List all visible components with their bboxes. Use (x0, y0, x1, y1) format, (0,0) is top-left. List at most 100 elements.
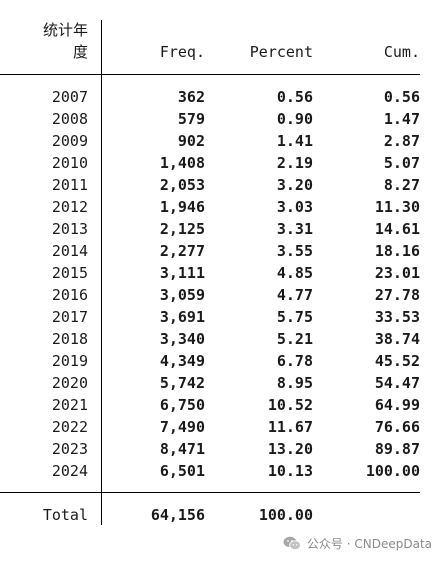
row-year: 2020 (51, 374, 88, 392)
row-percent: 1.41 (276, 132, 313, 150)
table-row: 2014 2,277 3.55 18.16 (0, 240, 444, 262)
row-freq: 6,501 (159, 462, 205, 480)
row-year: 2011 (51, 176, 88, 194)
row-freq: 4,349 (159, 352, 205, 370)
row-percent: 2.19 (276, 154, 313, 172)
row-freq: 902 (177, 132, 205, 150)
table-body: 2007 362 0.56 0.56 2008 579 0.90 1.47 2009 902 1.4… (0, 86, 444, 482)
row-cum: 8.27 (383, 176, 420, 194)
row-year: 2016 (51, 286, 88, 304)
row-cum: 38.74 (374, 330, 420, 348)
row-freq: 3,340 (159, 330, 205, 348)
row-cum: 11.30 (374, 198, 420, 216)
row-cum: 76.66 (374, 418, 420, 436)
row-cum: 0.56 (383, 88, 420, 106)
row-percent: 10.52 (267, 396, 313, 414)
table-row: 2015 3,111 4.85 23.01 (0, 262, 444, 284)
total-freq: 64,156 (150, 506, 205, 524)
total-percent: 100.00 (258, 506, 313, 524)
table-row: 2024 6,501 10.13 100.00 (0, 460, 444, 482)
table-row: 2021 6,750 10.52 64.99 (0, 394, 444, 416)
row-freq: 7,490 (159, 418, 205, 436)
row-freq: 8,471 (159, 440, 205, 458)
row-freq: 2,125 (159, 220, 205, 238)
row-percent: 3.03 (276, 198, 313, 216)
table-row: 2010 1,408 2.19 5.07 (0, 152, 444, 174)
row-cum: 45.52 (374, 352, 420, 370)
row-freq: 5,742 (159, 374, 205, 392)
row-year: 2024 (51, 462, 88, 480)
variable-label-line1: 统计年 (42, 21, 88, 39)
row-year: 2022 (51, 418, 88, 436)
row-year: 2013 (51, 220, 88, 238)
row-year: 2007 (51, 88, 88, 106)
row-cum: 89.87 (374, 440, 420, 458)
watermark: 公众号 · CNDeepData (283, 535, 432, 552)
table-row: 2023 8,471 13.20 89.87 (0, 438, 444, 460)
row-freq: 3,059 (159, 286, 205, 304)
row-percent: 3.20 (276, 176, 313, 194)
row-percent: 8.95 (276, 374, 313, 392)
row-year: 2017 (51, 308, 88, 326)
header-freq: Freq. (159, 43, 205, 61)
row-freq: 2,277 (159, 242, 205, 260)
header-cum: Cum. (383, 43, 420, 61)
row-percent: 5.75 (276, 308, 313, 326)
row-percent: 3.55 (276, 242, 313, 260)
row-year: 2023 (51, 440, 88, 458)
table-row: 2018 3,340 5.21 38.74 (0, 328, 444, 350)
table-row: 2008 579 0.90 1.47 (0, 108, 444, 130)
row-freq: 1,946 (159, 198, 205, 216)
table-row: 2013 2,125 3.31 14.61 (0, 218, 444, 240)
row-year: 2009 (51, 132, 88, 150)
total-label: Total (42, 506, 88, 524)
variable-label-line2: 度 (72, 43, 88, 61)
table-row: 2012 1,946 3.03 11.30 (0, 196, 444, 218)
header-rule (0, 74, 420, 75)
row-cum: 2.87 (383, 132, 420, 150)
row-year: 2010 (51, 154, 88, 172)
row-percent: 4.77 (276, 286, 313, 304)
row-cum: 27.78 (374, 286, 420, 304)
row-percent: 3.31 (276, 220, 313, 238)
row-year: 2021 (51, 396, 88, 414)
row-freq: 3,691 (159, 308, 205, 326)
row-freq: 6,750 (159, 396, 205, 414)
row-percent: 11.67 (267, 418, 313, 436)
row-cum: 100.00 (365, 462, 420, 480)
row-percent: 0.90 (276, 110, 313, 128)
row-cum: 64.99 (374, 396, 420, 414)
row-cum: 18.16 (374, 242, 420, 260)
table-row: 2011 2,053 3.20 8.27 (0, 174, 444, 196)
row-freq: 579 (177, 110, 205, 128)
row-cum: 54.47 (374, 374, 420, 392)
row-percent: 0.56 (276, 88, 313, 106)
row-percent: 10.13 (267, 462, 313, 480)
watermark-text: 公众号 · CNDeepData (306, 537, 432, 551)
row-cum: 14.61 (374, 220, 420, 238)
header-percent: Percent (249, 43, 313, 61)
table-row: 2007 362 0.56 0.56 (0, 86, 444, 108)
total-rule (0, 492, 420, 493)
row-freq: 1,408 (159, 154, 205, 172)
row-percent: 5.21 (276, 330, 313, 348)
row-freq: 2,053 (159, 176, 205, 194)
column-divider (101, 20, 102, 525)
row-year: 2014 (51, 242, 88, 260)
table-row: 2019 4,349 6.78 45.52 (0, 350, 444, 372)
row-cum: 1.47 (383, 110, 420, 128)
row-freq: 362 (177, 88, 205, 106)
total-row: Total 64,156 100.00 (0, 504, 444, 526)
row-year: 2019 (51, 352, 88, 370)
row-cum: 5.07 (383, 154, 420, 172)
table-row: 2022 7,490 11.67 76.66 (0, 416, 444, 438)
row-year: 2008 (51, 110, 88, 128)
row-year: 2018 (51, 330, 88, 348)
wechat-icon (283, 536, 301, 551)
row-year: 2012 (51, 198, 88, 216)
row-year: 2015 (51, 264, 88, 282)
row-percent: 6.78 (276, 352, 313, 370)
row-cum: 23.01 (374, 264, 420, 282)
row-percent: 13.20 (267, 440, 313, 458)
